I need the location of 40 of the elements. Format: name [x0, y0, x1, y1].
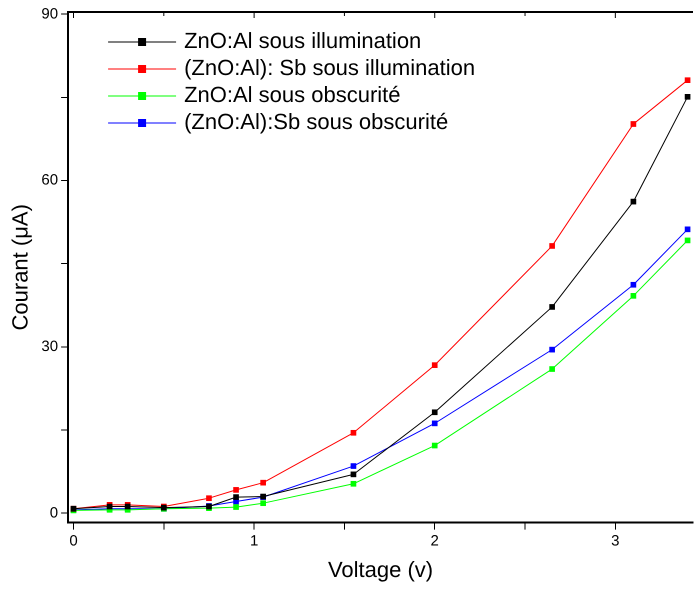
point	[206, 495, 212, 502]
point	[233, 487, 239, 493]
point	[549, 346, 555, 352]
point	[350, 472, 356, 478]
legend-label: ZnO:Al sous obscurité	[184, 82, 401, 108]
point	[630, 121, 636, 127]
point	[432, 420, 438, 426]
point	[260, 500, 266, 506]
y-tick-label: 0	[50, 504, 58, 522]
y-axis-title: Courant (μA)	[7, 204, 32, 330]
point	[350, 480, 356, 487]
point	[432, 409, 438, 416]
point	[350, 430, 356, 436]
x-axis-title: Voltage (v)	[328, 556, 434, 582]
y-tick-label: 60	[41, 172, 58, 189]
point	[684, 77, 690, 84]
x-tick-label: 1	[250, 532, 258, 550]
point	[684, 238, 690, 244]
y-tick-label: 30	[41, 338, 58, 355]
point	[549, 366, 555, 372]
legend-label: (ZnO:Al): Sb sous illumination	[184, 55, 476, 80]
point	[432, 362, 438, 368]
point	[684, 226, 690, 232]
point	[549, 304, 555, 310]
x-tick-label: 0	[69, 532, 78, 550]
point	[260, 480, 266, 486]
legend-label: (ZnO:Al):Sb sous obscurité	[184, 109, 448, 134]
point	[630, 293, 636, 299]
point	[630, 198, 636, 204]
point	[233, 504, 239, 510]
point	[233, 494, 239, 500]
point	[350, 463, 356, 469]
point	[630, 282, 636, 288]
x-tick-label: 2	[430, 532, 439, 550]
y-tick-label: 90	[41, 5, 58, 22]
x-tick-label: 3	[611, 532, 620, 550]
legend-label: ZnO:Al sous illumination	[184, 28, 422, 54]
point	[684, 94, 690, 100]
point	[549, 243, 555, 249]
point	[432, 442, 438, 448]
